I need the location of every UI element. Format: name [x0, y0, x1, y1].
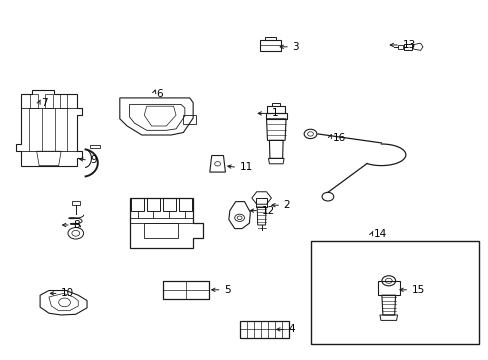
Text: 16: 16	[332, 132, 345, 143]
Text: 6: 6	[156, 89, 163, 99]
Text: 11: 11	[239, 162, 252, 172]
Text: 8: 8	[73, 220, 80, 230]
Bar	[310, 241, 478, 344]
Text: 14: 14	[373, 229, 386, 239]
Text: 9: 9	[90, 155, 97, 165]
Text: 10: 10	[61, 288, 74, 298]
Text: 1: 1	[271, 108, 278, 118]
Text: 15: 15	[411, 285, 424, 295]
Text: 4: 4	[288, 324, 295, 334]
Text: 12: 12	[261, 206, 274, 216]
Text: 7: 7	[41, 98, 48, 108]
Text: 2: 2	[283, 200, 290, 210]
Text: 5: 5	[224, 285, 230, 295]
Text: 13: 13	[402, 40, 415, 50]
Text: 3: 3	[292, 42, 299, 52]
